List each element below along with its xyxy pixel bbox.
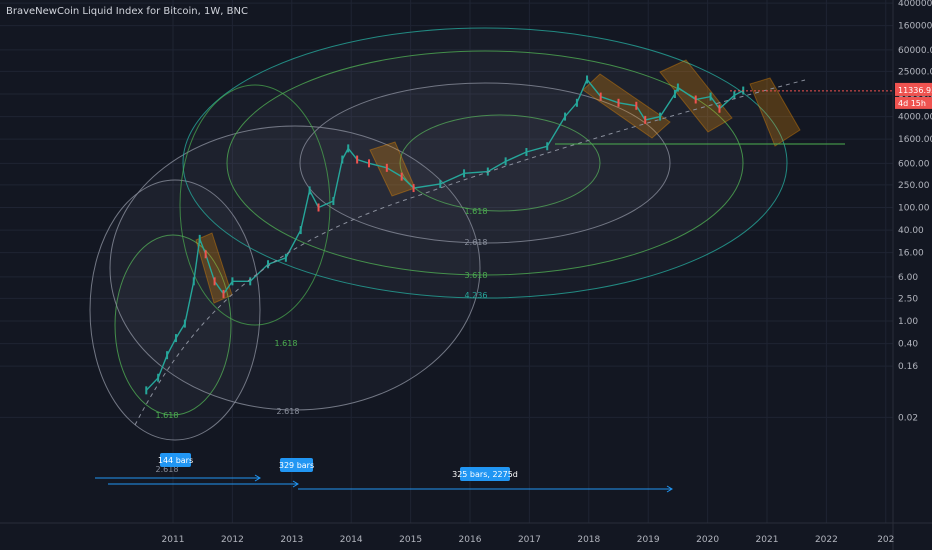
fib-ellipses xyxy=(89,27,788,441)
y-tick-label: 16.00 xyxy=(898,249,924,259)
bar-count-label: 325 bars, 2275d xyxy=(452,470,518,479)
trend-channel xyxy=(749,77,801,147)
fib-ellipse xyxy=(179,84,331,326)
fib-label: 2.618 xyxy=(156,465,179,474)
current-price-label: 11336.93 xyxy=(898,86,932,95)
x-axis[interactable]: 2011 2012 2013 2014 2015 2016 2017 2018 2019 2020… xyxy=(0,522,932,545)
fib-label: 1.618 xyxy=(156,411,179,420)
trend-line xyxy=(134,79,845,426)
y-tick-label: 60000.00 xyxy=(898,46,932,56)
chart-title: BraveNewCoin Liquid Index for Bitcoin, 1… xyxy=(6,6,248,17)
x-tick-label: 202 xyxy=(877,535,894,545)
x-tick-label: 2016 xyxy=(459,535,482,545)
y-tick-label: 40.00 xyxy=(898,226,924,236)
fib-label: 2.618 xyxy=(465,238,488,247)
arrow-head xyxy=(292,480,299,488)
fib-label: 4.236 xyxy=(465,291,488,300)
x-tick-label: 2021 xyxy=(756,535,779,545)
y-tick-label: 100.00 xyxy=(898,204,930,214)
y-tick-label: 4000.00 xyxy=(898,113,932,123)
arrow-head xyxy=(666,485,673,493)
price-badge xyxy=(895,82,932,96)
y-tick-label: 250.00 xyxy=(898,181,930,191)
y-tick-label: 0.16 xyxy=(898,362,918,372)
fib-ellipse xyxy=(182,27,788,299)
fib-ellipse xyxy=(114,234,232,416)
fib-label: 1.618 xyxy=(275,339,298,348)
fib-label: 2.618 xyxy=(277,407,300,416)
arrow-head xyxy=(254,474,261,482)
x-tick-label: 2020 xyxy=(696,535,719,545)
bar-range-arrows: 144 bars 329 bars 325 bars, 2275d xyxy=(95,453,673,493)
y-tick-label: 0.02 xyxy=(898,413,918,423)
fib-ellipse xyxy=(226,50,744,276)
price-line xyxy=(145,78,744,391)
fib-ellipse xyxy=(299,82,671,244)
y-tick-label: 600.00 xyxy=(898,159,930,169)
bar-count-label: 329 bars xyxy=(279,461,314,470)
fib-labels: 1.618 1.618 2.618 1.618 2.618 3.618 4.236 2.618 xyxy=(156,207,488,474)
chart-grid xyxy=(0,0,893,523)
x-tick-label: 2011 xyxy=(162,535,185,545)
y-tick-label: 1.00 xyxy=(898,317,918,327)
countdown-badge xyxy=(895,96,932,109)
y-tick-label: 6.00 xyxy=(898,273,918,283)
x-tick-label: 2013 xyxy=(280,535,303,545)
y-tick-label: 2.50 xyxy=(898,294,918,304)
fib-label: 1.618 xyxy=(465,207,488,216)
fib-ellipse xyxy=(399,114,601,212)
bar-count-badge xyxy=(160,453,191,467)
x-tick-label: 2019 xyxy=(637,535,660,545)
y-tick-label: 160000.00 xyxy=(898,22,932,32)
trend-dashed xyxy=(134,79,806,426)
current-price-tag: 11336.93 4d 15h xyxy=(730,82,932,109)
x-tick-label: 2017 xyxy=(518,535,541,545)
bar-count-badge xyxy=(460,467,510,481)
x-tick-label: 2018 xyxy=(577,535,600,545)
y-tick-label: 25000.00 xyxy=(898,67,932,77)
x-tick-label: 2012 xyxy=(221,535,244,545)
y-tick-label: 400000.00 xyxy=(898,0,932,9)
x-tick-label: 2014 xyxy=(340,535,363,545)
fib-label: 3.618 xyxy=(465,271,488,280)
bar-count-label: 144 bars xyxy=(158,456,193,465)
fib-ellipse xyxy=(89,179,261,441)
trend-channel xyxy=(582,73,671,139)
y-tick-label: 1600.00 xyxy=(898,135,932,145)
y-tick-label: 0.40 xyxy=(898,340,918,350)
countdown-label: 4d 15h xyxy=(898,99,926,108)
x-tick-label: 2015 xyxy=(399,535,422,545)
bar-count-badge xyxy=(280,458,313,472)
x-tick-label: 2022 xyxy=(815,535,838,545)
